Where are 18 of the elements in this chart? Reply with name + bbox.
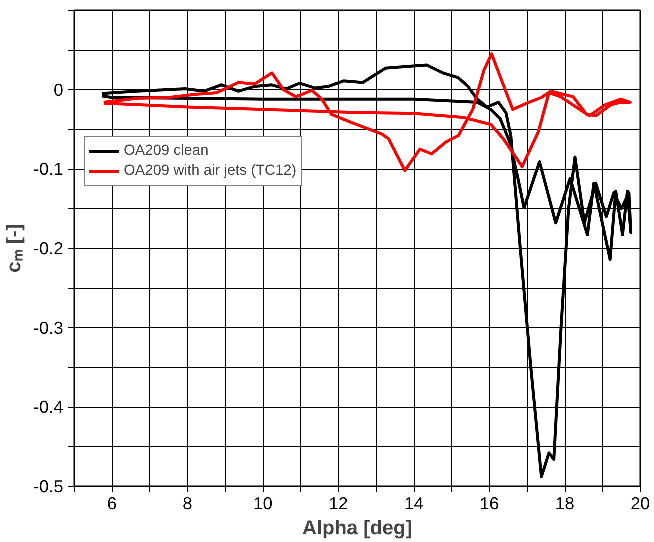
x-tick-label: 16 bbox=[480, 494, 500, 514]
y-tick-label: 0 bbox=[54, 80, 64, 100]
x-tick-label: 18 bbox=[555, 494, 575, 514]
y-tick-label: -0.1 bbox=[34, 159, 64, 180]
legend-label: OA209 with air jets (TC12) bbox=[124, 163, 297, 179]
x-tick-label: 6 bbox=[107, 494, 118, 514]
x-axis-title: Alpha [deg] bbox=[302, 518, 413, 540]
y-tick-label: -0.5 bbox=[34, 476, 64, 496]
y-tick-label: -0.4 bbox=[34, 397, 64, 418]
legend-label: OA209 clean bbox=[124, 143, 209, 159]
y-tick-label: -0.3 bbox=[34, 318, 64, 338]
x-tick-label: 10 bbox=[254, 494, 273, 514]
x-tick-label: 20 bbox=[630, 494, 650, 514]
y-tick-label: -0.2 bbox=[34, 238, 64, 258]
x-tick-label: 14 bbox=[404, 494, 424, 514]
x-tick-label: 12 bbox=[328, 494, 348, 514]
y-axis-title: cₘ [-] bbox=[4, 224, 26, 273]
x-tick-label: 8 bbox=[182, 494, 193, 514]
